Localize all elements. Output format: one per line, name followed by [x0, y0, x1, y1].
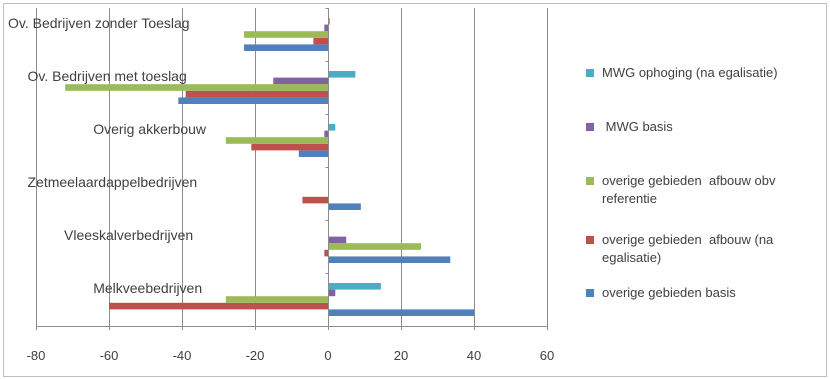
bar	[324, 130, 328, 138]
x-tick-label: 0	[324, 348, 331, 363]
bar	[328, 243, 422, 250]
legend-item: MWG basis	[586, 118, 802, 136]
bar	[225, 296, 328, 303]
x-tick-label: -20	[246, 348, 265, 363]
category-label: Ov. Bedrijven zonder Toeslag	[8, 15, 190, 31]
bar	[328, 124, 336, 131]
x-tick-label: 40	[467, 348, 481, 363]
bar	[273, 77, 328, 85]
category-label: Overig akkerbouw	[93, 121, 207, 137]
legend-item: overige gebieden afbouw (na egalisatie)	[586, 231, 802, 267]
legend-item: MWG ophoging (na egalisatie)	[586, 64, 802, 82]
bar	[109, 302, 328, 310]
bar	[313, 37, 328, 45]
legend-swatch	[586, 123, 594, 131]
bar	[65, 84, 328, 91]
bar	[185, 90, 328, 98]
bar	[328, 203, 361, 210]
x-tick-label: 60	[540, 348, 554, 363]
bar	[244, 44, 328, 51]
legend-label: MWG ophoging (na egalisatie)	[602, 65, 778, 80]
legend-swatch	[586, 69, 594, 77]
bar	[225, 137, 328, 144]
axes	[36, 8, 547, 327]
bar	[328, 236, 347, 244]
bar	[302, 196, 328, 204]
legend-swatch	[586, 236, 594, 244]
bar-chart: Melkveebedrijven Vleeskalverbedrijven Zetm…	[8, 8, 555, 363]
legend-swatch	[586, 177, 594, 185]
bar	[298, 150, 328, 157]
x-tick-labels: -80 -60 -40 -20 0 20 40 60	[27, 348, 555, 363]
bar	[328, 283, 381, 290]
bar	[328, 256, 451, 263]
x-tick-label: -80	[27, 348, 46, 363]
bar	[328, 71, 356, 78]
legend-label: overige gebieden afbouw (na egalisatie)	[602, 232, 777, 265]
x-tick-label: -60	[100, 348, 119, 363]
category-label: Vleeskalverbedrijven	[64, 227, 193, 243]
bar	[324, 249, 328, 257]
bar	[324, 24, 328, 32]
legend-label: overige gebieden afbouw obv referentie	[602, 173, 780, 206]
x-tick-label: -40	[173, 348, 192, 363]
chart-frame: Melkveebedrijven Vleeskalverbedrijven Zetm…	[3, 3, 827, 377]
legend-label: overige gebieden basis	[602, 285, 736, 300]
bar	[244, 31, 328, 38]
category-label: Melkveebedrijven	[93, 280, 202, 296]
legend-item: overige gebieden basis	[586, 284, 802, 302]
x-tick-label: 20	[394, 348, 408, 363]
legend-label: MWG basis	[602, 119, 673, 134]
category-label: Zetmeelaardappelbedrijven	[28, 174, 198, 190]
legend-item: overige gebieden afbouw obv referentie	[586, 172, 802, 208]
bar	[328, 309, 474, 316]
bar	[251, 143, 328, 151]
bar	[328, 289, 336, 297]
category-label: Ov. Bedrijven met toeslag	[28, 68, 187, 84]
bar	[178, 97, 328, 104]
bars	[65, 18, 474, 316]
category-labels: Melkveebedrijven Vleeskalverbedrijven Zetm…	[8, 15, 207, 296]
legend-swatch	[586, 289, 594, 297]
